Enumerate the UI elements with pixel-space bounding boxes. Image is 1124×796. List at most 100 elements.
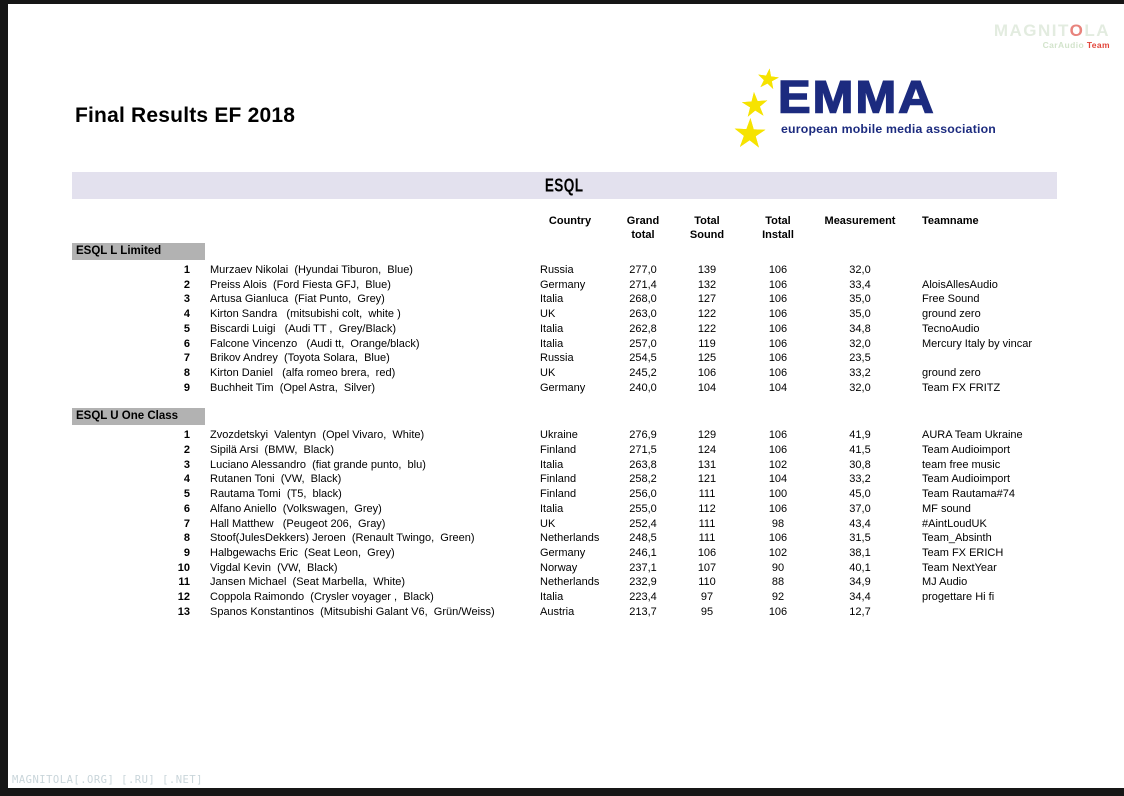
table-row: 12 Coppola Raimondo (Crysler voyager , B…	[72, 590, 1057, 605]
teamname-cell: ground zero	[922, 366, 981, 379]
rank-cell: 13	[177, 605, 190, 618]
total-install-cell: 88	[771, 576, 785, 589]
teamname-cell: Team Rautama#74	[922, 488, 1015, 501]
table-row: 3 Artusa Gianluca (Fiat Punto, Grey) Ita…	[72, 292, 1057, 307]
total-install-cell: 92	[771, 591, 785, 604]
column-header-grand-total: Grand total	[626, 215, 660, 241]
competitor-cell: Artusa Gianluca (Fiat Punto, Grey)	[210, 293, 385, 306]
country-cell: Germany	[540, 278, 586, 291]
table-row: 5 Rautama Tomi (T5, black) Finland 256,0…	[72, 487, 1057, 502]
total-install-cell: 106	[768, 293, 788, 306]
measurement-cell: 33,2	[849, 366, 871, 379]
total-sound-cell: 106	[697, 366, 717, 379]
measurement-cell: 40,1	[849, 561, 871, 574]
total-sound-cell: 119	[698, 337, 716, 350]
rank-cell: 4	[183, 473, 190, 486]
teamname-cell: team free music	[922, 458, 1001, 471]
total-sound-cell: 97	[700, 591, 714, 604]
country-cell: Netherlands	[540, 532, 600, 545]
competitor-cell: Vigdal Kevin (VW, Black)	[210, 561, 338, 574]
total-sound-cell: 111	[698, 488, 716, 501]
competitor-cell: Biscardi Luigi (Audi TT , Grey/Black)	[210, 322, 397, 335]
grand-total-cell: 248,5	[629, 532, 657, 545]
country-cell: Finland	[540, 444, 577, 457]
measurement-cell: 35,0	[849, 293, 871, 306]
total-install-cell: 106	[768, 278, 788, 291]
rank-cell: 9	[183, 381, 190, 394]
rank-cell: 1	[183, 264, 190, 276]
measurement-cell: 34,9	[849, 576, 871, 589]
country-cell: Italia	[540, 293, 564, 306]
total-sound-cell: 112	[698, 502, 716, 515]
measurement-cell: 32,0	[849, 264, 871, 276]
measurement-cell: 34,8	[849, 322, 871, 335]
magnitola-o-icon: O	[1069, 21, 1085, 40]
total-sound-cell: 129	[697, 429, 717, 442]
esql-band: ESQL	[72, 172, 1057, 199]
result-section: ESQL U One Class 1 Zvozdetskyi Valentyn …	[72, 408, 1057, 619]
competitor-cell: Hall Matthew (Peugeot 206, Gray)	[210, 517, 386, 530]
total-sound-cell: 139	[697, 264, 717, 276]
document-page: MAGNITOLA CarAudio Team Final Results EF…	[8, 4, 1124, 788]
competitor-cell: Alfano Aniello (Volkswagen, Grey)	[210, 502, 382, 515]
teamname-cell: Mercury Italy by vincar	[922, 337, 1033, 350]
total-install-cell: 106	[768, 308, 788, 321]
total-sound-cell: 110	[698, 576, 716, 589]
total-install-cell: 106	[768, 264, 788, 276]
grand-total-cell: 237,1	[629, 561, 657, 574]
emma-logo: ★ ★ ★ EMMA european mobile media associa…	[730, 62, 1005, 156]
grand-total-cell: 257,0	[629, 337, 657, 350]
country-cell: Netherlands	[540, 576, 600, 589]
emma-logo-text: EMMA european mobile media association	[777, 73, 997, 136]
total-install-cell: 106	[768, 366, 788, 379]
measurement-cell: 41,9	[849, 429, 871, 442]
section-rows: 1 Murzaev Nikolai (Hyundai Tiburon, Blue…	[72, 263, 1057, 395]
competitor-cell: Kirton Sandra (mitsubishi colt, white )	[210, 308, 401, 321]
rank-cell: 2	[183, 444, 190, 457]
total-install-cell: 106	[768, 322, 788, 335]
grand-total-cell: 268,0	[629, 293, 657, 306]
competitor-cell: Sipilä Arsi (BMW, Black)	[210, 444, 335, 457]
column-header-total-sound: Total Sound	[689, 215, 725, 241]
country-cell: Ukraine	[540, 429, 578, 442]
grand-total-cell: 254,5	[629, 352, 657, 365]
measurement-cell: 23,5	[849, 352, 871, 365]
teamname-cell: Team FX FRITZ	[922, 381, 1001, 394]
total-sound-cell: 122	[697, 308, 717, 321]
competitor-cell: Coppola Raimondo (Crysler voyager , Blac…	[210, 591, 434, 604]
grand-total-cell: 246,1	[629, 546, 657, 559]
country-cell: Russia	[540, 264, 574, 276]
competitor-cell: Halbgewachs Eric (Seat Leon, Grey)	[210, 546, 395, 559]
total-install-cell: 106	[768, 352, 788, 365]
total-sound-cell: 95	[700, 605, 714, 618]
grand-total-cell: 262,8	[629, 322, 657, 335]
rank-cell: 2	[183, 278, 190, 291]
grand-total-cell: 258,2	[629, 473, 657, 486]
grand-total-cell: 255,0	[629, 502, 657, 515]
grand-total-cell: 263,8	[629, 458, 657, 471]
table-row: 6 Falcone Vincenzo (Audi tt, Orange/blac…	[72, 337, 1057, 352]
teamname-cell: MJ Audio	[922, 576, 968, 589]
total-sound-cell: 111	[698, 517, 716, 530]
measurement-cell: 41,5	[849, 444, 871, 457]
section-header-label: ESQL U One Class	[76, 410, 179, 423]
country-cell: Italia	[540, 502, 564, 515]
table-row: 7 Brikov Andrey (Toyota Solara, Blue) Ru…	[72, 351, 1057, 366]
total-install-cell: 104	[768, 473, 788, 486]
rank-cell: 9	[183, 546, 190, 559]
grand-total-cell: 213,7	[629, 605, 657, 618]
rank-cell: 8	[183, 532, 190, 545]
grand-total-cell: 271,5	[629, 444, 657, 457]
total-install-cell: 106	[768, 444, 788, 457]
table-row: 5 Biscardi Luigi (Audi TT , Grey/Black) …	[72, 322, 1057, 337]
total-sound-cell: 106	[697, 546, 717, 559]
table-row: 2 Preiss Alois (Ford Fiesta GFJ, Blue) G…	[72, 278, 1057, 293]
emma-tagline: european mobile media association	[781, 122, 997, 136]
section-header: ESQL L Limited	[72, 243, 205, 260]
table-row: 3 Luciano Alessandro (fiat grande punto,…	[72, 458, 1057, 473]
competitor-cell: Rautama Tomi (T5, black)	[210, 488, 342, 501]
country-cell: Austria	[540, 605, 575, 618]
rank-cell: 3	[183, 293, 190, 306]
measurement-cell: 45,0	[849, 488, 871, 501]
table-row: 11 Jansen Michael (Seat Marbella, White)…	[72, 575, 1057, 590]
